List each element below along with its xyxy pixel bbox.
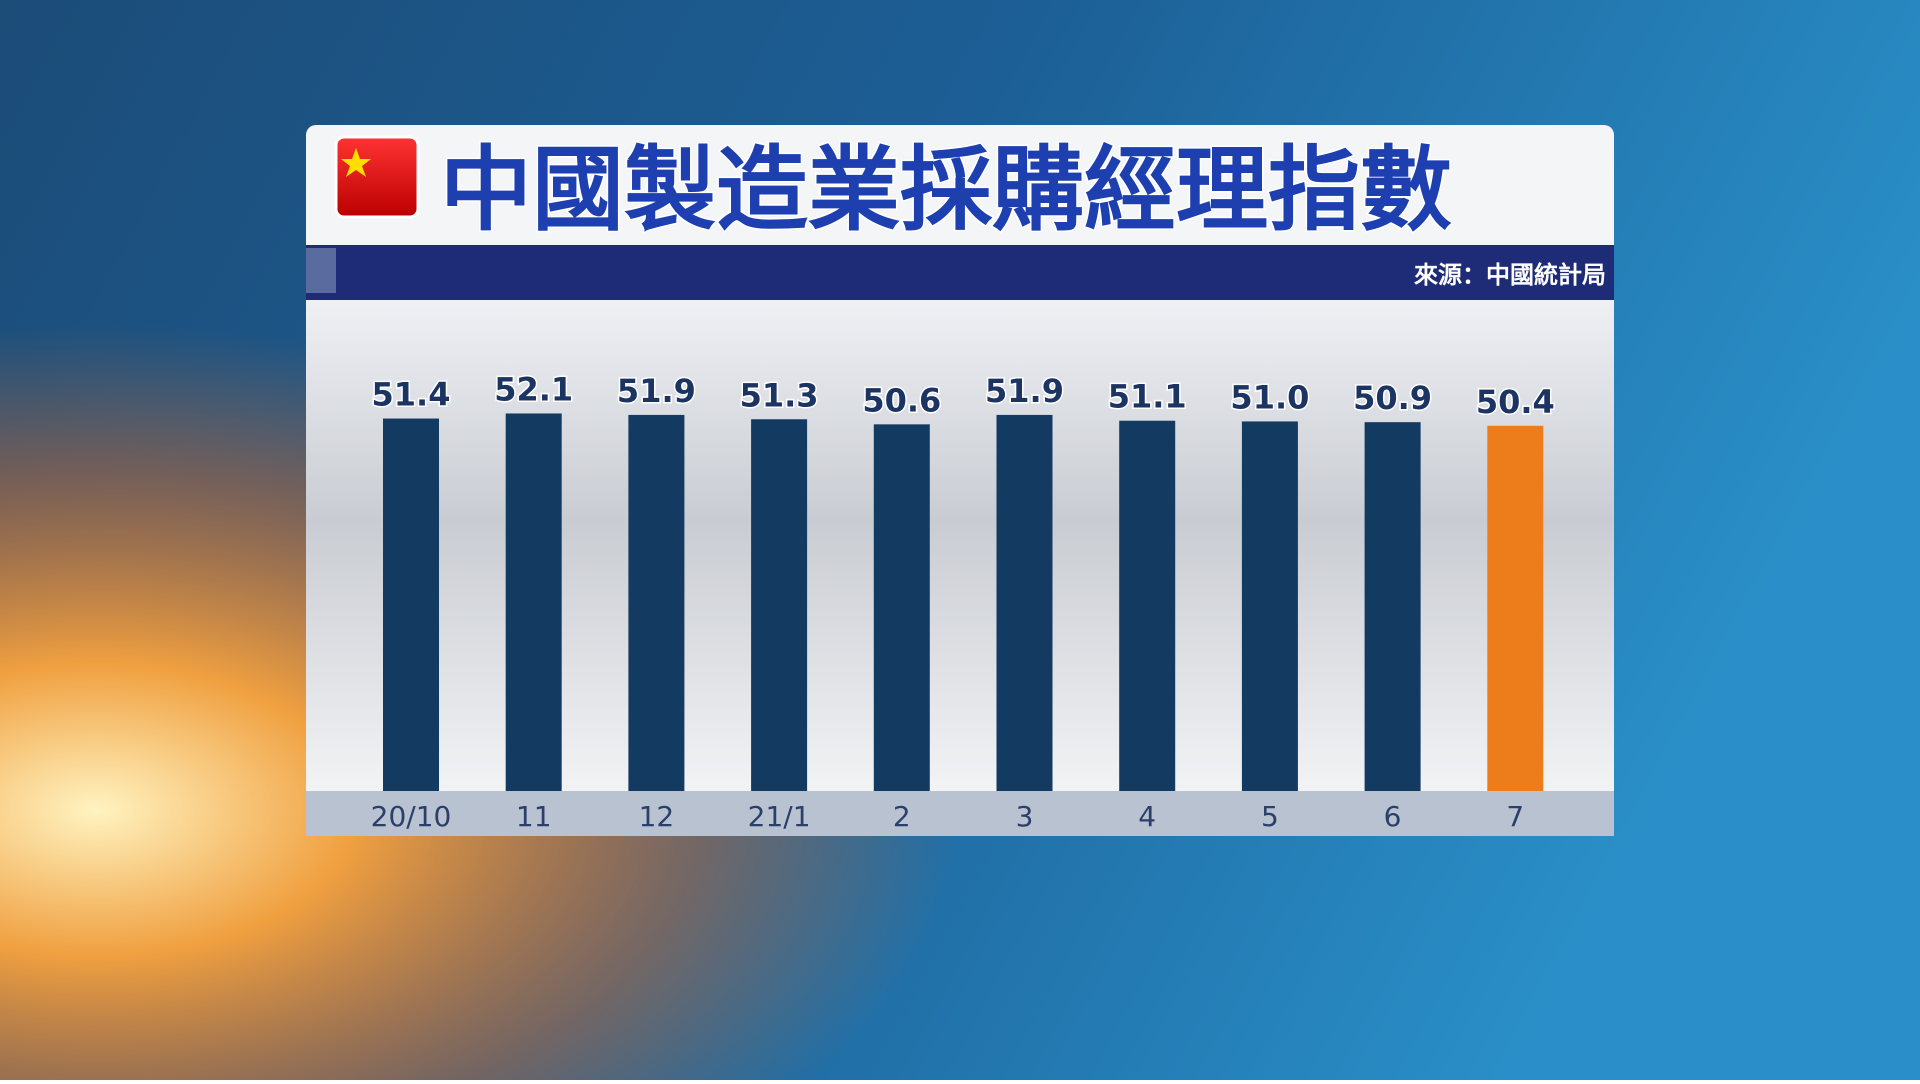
data-label: 50.4 (1476, 383, 1555, 421)
bar (505, 413, 562, 791)
data-label: 51.4 (372, 376, 451, 414)
data-label: 51.9 (985, 372, 1064, 410)
bar (1241, 421, 1298, 791)
bar (873, 424, 930, 791)
x-tick-label: 12 (639, 800, 675, 833)
bar (1487, 425, 1544, 791)
bar (751, 419, 808, 791)
flag-icon (334, 135, 420, 219)
bar (628, 414, 685, 791)
x-tick-label: 5 (1261, 800, 1279, 833)
bar (383, 418, 439, 791)
x-tick-label: 21/1 (748, 800, 811, 833)
data-label: 50.6 (862, 381, 941, 419)
data-label: 51.9 (617, 372, 696, 410)
bar (1364, 422, 1421, 791)
data-label: 50.9 (1353, 379, 1432, 417)
chart-title: 中國製造業採購經理指數 (440, 136, 1452, 243)
bar (996, 414, 1053, 791)
x-tick-label: 4 (1138, 800, 1156, 833)
source-note: 來源：中國統計局 (1414, 261, 1606, 289)
bar (1119, 420, 1176, 791)
strip-accent (306, 248, 336, 293)
x-tick-label: 6 (1384, 800, 1402, 833)
x-tick-label: 11 (516, 800, 552, 833)
data-label: 51.0 (1230, 378, 1309, 416)
data-label: 52.1 (494, 370, 573, 408)
title-strip (306, 245, 1614, 300)
category-strip (306, 791, 1614, 836)
x-tick-label: 2 (893, 800, 911, 833)
x-tick-label: 20/10 (371, 800, 452, 833)
x-tick-label: 3 (1016, 800, 1034, 833)
x-tick-label: 7 (1506, 800, 1524, 833)
data-label: 51.3 (740, 376, 819, 414)
flag-star (341, 148, 371, 177)
data-label: 51.1 (1108, 378, 1187, 416)
